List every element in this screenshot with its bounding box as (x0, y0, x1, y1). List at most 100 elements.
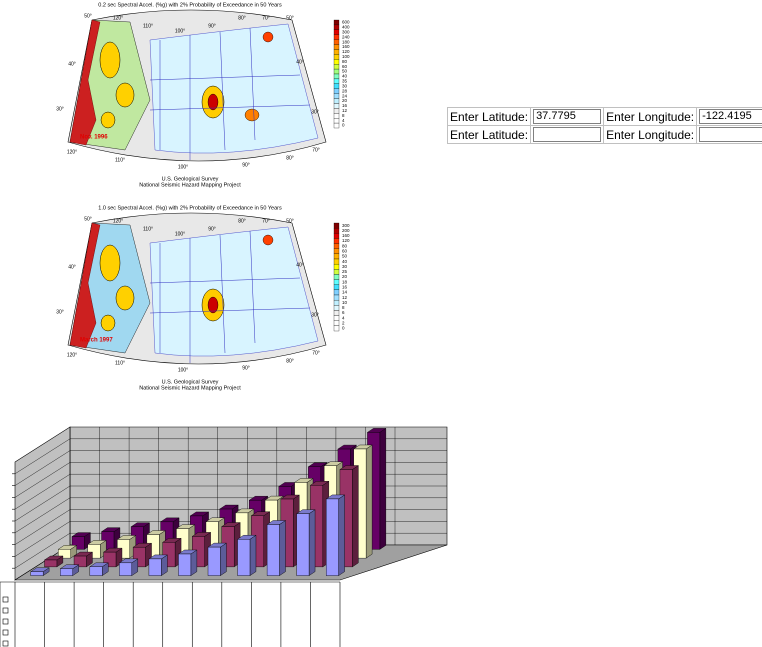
cell (696, 125, 762, 144)
state-lines (149, 27, 311, 160)
bar (178, 553, 192, 576)
legend-label: 35 (342, 79, 348, 84)
hazard-zone (100, 314, 116, 332)
graticule-label: 40° (296, 59, 304, 65)
bar-side (338, 494, 345, 576)
legend-swatch (333, 243, 340, 249)
legend-label: 0 (342, 326, 345, 331)
graticule-label: 110° (115, 360, 125, 366)
legend-label: 50 (342, 254, 348, 259)
form-row: Enter Latitude: Enter Longitude: (446, 125, 762, 144)
bar-side (352, 465, 359, 568)
hazard-zone (262, 234, 274, 246)
legend-swatch (333, 289, 340, 296)
longitude-input[interactable] (699, 127, 762, 143)
legend-swatch (333, 78, 340, 84)
legend-label: 20 (342, 98, 348, 103)
legend-swatch (333, 320, 340, 327)
legend-label: 30 (342, 264, 348, 269)
label: Enter Longitude: (603, 107, 698, 126)
bar (325, 498, 339, 576)
map-coast (69, 222, 101, 349)
hazard-zone (207, 93, 219, 111)
graticule-label: 70° (262, 15, 270, 21)
latitude-input[interactable]: 37.7795 (533, 109, 602, 125)
legend-label: 50 (342, 69, 348, 74)
legend-label: 120 (342, 49, 350, 54)
bar (44, 559, 58, 568)
legend-swatch (333, 258, 340, 265)
legend-label: 10 (342, 300, 348, 305)
legend-label: 160 (342, 233, 350, 238)
legend-label: 8 (342, 113, 345, 118)
legend-label: 28 (342, 88, 348, 93)
legend-swatch (333, 294, 340, 301)
legend-label: 300 (342, 223, 350, 228)
graticule-label: 50° (84, 13, 92, 19)
map-coast (69, 19, 101, 146)
legend-label: 20 (342, 274, 348, 279)
wall-grid (14, 497, 71, 533)
legend-label: 2 (342, 320, 345, 325)
bar (237, 539, 251, 576)
map-date: March 1997 (80, 338, 113, 344)
bar (207, 546, 221, 576)
bar-side (220, 542, 227, 576)
hazard-zone (207, 296, 219, 314)
label: Enter Longitude: (603, 125, 698, 144)
legend-swatch (333, 34, 340, 40)
legend-label: 80 (342, 59, 348, 64)
legend-label: 30 (342, 83, 348, 88)
map-title: 1.0 sec Spectral Accel. (%g) with 2% Pro… (98, 205, 282, 211)
legend-swatch (333, 299, 340, 306)
graticule-label: 80° (286, 358, 294, 364)
hazard-zone (244, 108, 260, 122)
legend-label: 300 (342, 29, 350, 34)
graticule-label: 40° (68, 264, 76, 270)
wall-grid (14, 450, 71, 486)
legend-label: 40 (342, 74, 348, 79)
legend-label: 600 (342, 20, 350, 25)
map-project: National Seismic Hazard Mapping Project (139, 385, 241, 391)
legend-swatch (333, 49, 340, 55)
wall-grid (14, 521, 71, 557)
graticule-label: 120° (67, 149, 77, 155)
legend-swatch (333, 118, 340, 124)
hazard-map: 1.0 sec Spectral Accel. (%g) with 2% Pro… (56, 205, 350, 391)
map-date: Nov. 1996 (80, 135, 108, 141)
graticule-label: 40° (68, 61, 76, 67)
latitude-input[interactable] (533, 127, 602, 143)
legend-key (2, 640, 9, 647)
legend-key (2, 618, 9, 625)
legend-label: 0 (342, 123, 345, 128)
legend-label: 16 (342, 103, 348, 108)
graticule-label: 80° (238, 15, 246, 21)
bar (266, 524, 280, 576)
legend-label: 16 (342, 284, 348, 289)
map-east (149, 23, 319, 154)
graticule-label: 50° (286, 15, 294, 21)
legend-label: 100 (342, 54, 350, 59)
legend-swatch (333, 64, 340, 70)
bar-side (308, 509, 316, 576)
graticule-label: 90° (242, 365, 250, 371)
longitude-input[interactable]: -122.4195 (699, 109, 762, 125)
legend-swatch (333, 233, 340, 239)
bar-side (249, 534, 257, 576)
legend-swatch (333, 238, 340, 244)
bar (119, 562, 132, 576)
graticule-label: 30° (56, 309, 64, 315)
legend-key (2, 607, 9, 614)
wall-grid (14, 474, 71, 510)
wall-grid (14, 462, 71, 498)
legend-label: 12 (342, 108, 348, 113)
hazard-zone (100, 111, 116, 129)
label: Enter Latitude: (446, 107, 532, 126)
graticule-label: 30° (311, 109, 319, 115)
graticule-label: 30° (311, 312, 319, 318)
legend-swatch (333, 93, 340, 99)
bar-side (379, 427, 387, 550)
legend-swatch (333, 305, 340, 311)
cell (530, 125, 605, 144)
cell: 37.7795 (530, 107, 605, 126)
